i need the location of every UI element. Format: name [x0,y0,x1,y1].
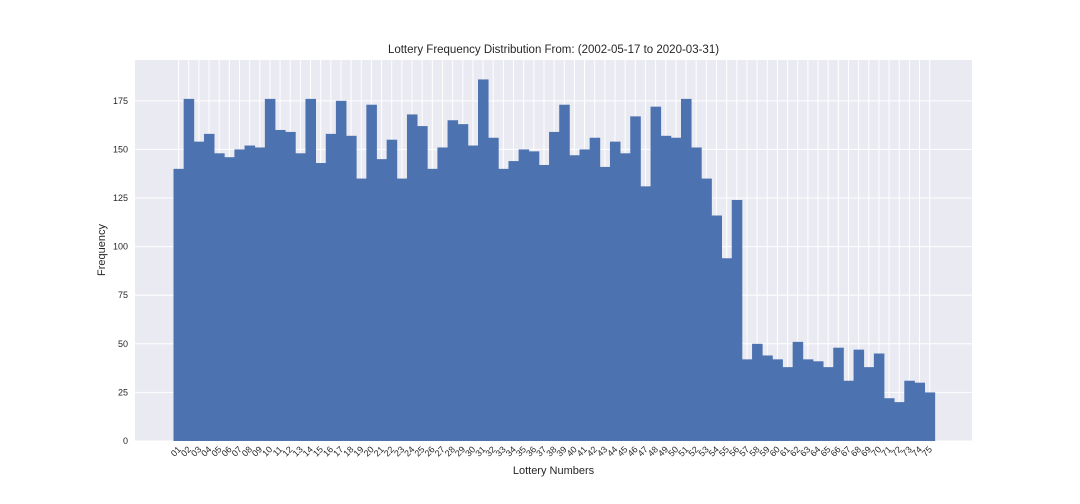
bar-74 [914,382,925,441]
bar-64 [812,361,824,441]
bar-13 [295,153,306,441]
y-tick-label: 75 [118,290,128,300]
y-axis-label: Frequency [96,224,108,276]
bar-70 [873,353,885,441]
bar-35 [518,149,530,441]
bar-23 [396,178,408,441]
bar-17 [335,100,347,442]
bar-01 [173,168,185,441]
y-tick-label: 25 [118,387,128,397]
bar-40 [569,155,580,441]
bar-21 [376,159,388,441]
bar-39 [559,104,570,442]
bar-57 [741,359,753,441]
bar-68 [853,349,865,441]
bar-14 [305,98,316,441]
bar-42 [589,137,601,441]
bar-49 [660,135,672,441]
bar-71 [884,398,895,441]
bar-48 [650,106,662,441]
bar-58 [752,343,763,441]
bar-16 [325,133,337,441]
bar-18 [346,135,357,441]
bar-60 [772,359,783,441]
bar-36 [528,151,540,441]
bar-12 [285,131,296,441]
bar-09 [254,147,266,441]
bar-24 [406,114,418,441]
bar-22 [386,139,398,441]
chart-title: Lottery Frequency Distribution From: (20… [388,44,719,56]
y-tick-label: 125 [113,193,128,203]
bar-67 [843,380,854,441]
bar-32 [488,137,499,441]
bar-30 [467,145,479,441]
bar-51 [681,98,692,441]
bar-72 [894,402,905,441]
bar-29 [457,124,469,442]
bar-45 [620,153,631,441]
bar-56 [731,199,743,441]
y-tick-label: 0 [123,436,128,446]
bar-03 [193,141,205,441]
x-tick-labels: 0102030405060708091011121314151617181920… [169,444,934,458]
bar-73 [904,380,915,441]
bar-47 [640,186,651,441]
bar-69 [863,367,875,441]
bar-55 [721,258,733,441]
bar-02 [183,98,195,441]
bar-08 [244,145,256,441]
bar-53 [701,178,712,441]
bar-44 [609,141,621,441]
bar-41 [579,149,591,441]
bar-46 [630,116,641,442]
bar-28 [447,120,459,442]
bar-06 [224,157,235,441]
bar-52 [691,147,702,441]
bars [173,79,936,442]
bar-34 [508,161,519,441]
y-tick-label: 175 [113,96,128,106]
y-tick-label: 50 [118,339,128,349]
bar-19 [356,178,367,441]
y-tick-label: 100 [113,242,128,252]
y-tick-label: 150 [113,144,128,154]
x-tick-label: 75 [920,444,934,458]
bar-04 [203,133,215,441]
bar-10 [264,98,276,441]
bar-38 [549,131,560,441]
bar-25 [417,126,428,442]
bar-07 [234,149,245,441]
bar-26 [427,168,438,441]
bar-50 [670,137,682,441]
y-tick-labels: 0 25 50 75 100 125 150 175 [113,96,128,446]
bar-65 [823,367,834,441]
bar-59 [762,355,773,441]
bar-27 [437,147,448,441]
bar-54 [711,215,722,441]
bar-11 [275,129,286,441]
bar-43 [599,166,611,441]
bar-20 [366,104,377,442]
bar-75 [924,392,936,441]
bar-37 [538,164,550,441]
bar-63 [802,359,814,441]
x-axis-label: Lottery Numbers [513,465,595,477]
bar-62 [792,341,804,441]
bar-31 [478,79,489,441]
bar-66 [833,347,844,441]
bar-15 [315,163,327,441]
bar-61 [782,367,794,441]
bar-05 [214,153,225,441]
bar-33 [498,168,509,441]
